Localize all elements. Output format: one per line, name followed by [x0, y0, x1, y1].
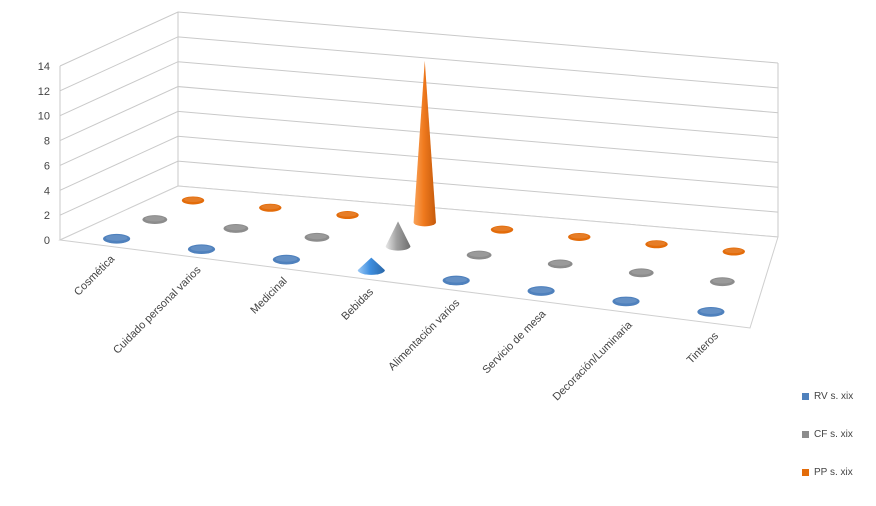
mark-pp-s-xix-tinteros — [722, 247, 745, 256]
x-tick-label-servicio-de-mesa: Servicio de mesa — [480, 308, 549, 377]
mark-cf-s-xix-servicio-de-mesa — [547, 259, 573, 269]
legend-swatch-cf — [802, 431, 809, 438]
mark-pp-s-xix-cosmetica — [181, 196, 205, 205]
legend-label-pp: PP s. xix — [814, 467, 853, 478]
mark-rv-s-xix-bebidas — [357, 257, 385, 275]
gridline-12 — [59, 36, 779, 92]
gridline-10 — [59, 61, 779, 117]
mark-pp-s-xix-medicinal — [336, 211, 359, 220]
mark-rv-s-xix-medicinal — [272, 254, 300, 265]
mark-rv-s-xix-alimentacion-varios — [442, 275, 470, 286]
legend-swatch-rv — [802, 393, 809, 400]
mark-rv-s-xix-tinteros — [697, 307, 725, 317]
mark-pp-s-xix-bebidas — [413, 60, 436, 227]
legend-item-cf: CF s. xix — [800, 429, 876, 468]
mark-pp-s-xix-alimentacion-varios — [490, 225, 514, 234]
mark-pp-s-xix-decoracion-luminaria — [645, 240, 668, 249]
legend-item-pp: PP s. xix — [800, 467, 876, 506]
mark-rv-s-xix-cosmetica — [103, 233, 131, 244]
legend: RV s. xix CF s. xix PP s. xix — [800, 391, 876, 506]
mark-rv-s-xix-servicio-de-mesa — [527, 286, 555, 296]
y-tick-label-0: 0 — [44, 235, 50, 247]
mark-rv-s-xix-decoracion-luminaria — [612, 296, 640, 307]
y-tick-label-8: 8 — [44, 136, 50, 148]
legend-swatch-pp — [802, 469, 809, 476]
mark-pp-s-xix-cuidado-personal-varios — [259, 203, 282, 212]
x-tick-label-tinteros: Tinteros — [685, 330, 722, 367]
mark-cf-s-xix-cosmetica — [142, 215, 168, 225]
y-axis-ticks: 0 2 4 6 8 10 12 14 — [38, 61, 50, 247]
x-tick-label-decoracion-luminaria: Decoración/Luminaria — [551, 319, 636, 404]
mark-cf-s-xix-cuidado-personal-varios — [223, 224, 249, 233]
gridline-8 — [59, 86, 779, 142]
mark-rv-s-xix-cuidado-personal-varios — [187, 244, 216, 255]
y-tick-label-2: 2 — [44, 210, 50, 222]
y-tick-label-12: 12 — [38, 86, 50, 98]
mark-pp-s-xix-servicio-de-mesa — [568, 232, 591, 241]
legend-label-cf: CF s. xix — [814, 429, 853, 440]
y-tick-label-14: 14 — [38, 61, 50, 73]
x-tick-label-alimentacion-varios: Alimentación varios — [386, 297, 462, 373]
mark-cf-s-xix-bebidas — [385, 221, 411, 251]
x-tick-label-cuidado-personal-varios: Cuidado personal varios — [111, 264, 204, 357]
x-tick-label-cosmetica: Cosmética — [72, 253, 118, 299]
y-tick-label-6: 6 — [44, 160, 50, 172]
gridlines — [59, 11, 779, 241]
mark-cf-s-xix-tinteros — [709, 277, 735, 287]
mark-cf-s-xix-medicinal — [304, 232, 330, 242]
y-tick-label-10: 10 — [38, 111, 50, 123]
chart-floor — [58, 185, 779, 329]
mark-cf-s-xix-decoracion-luminaria — [628, 268, 654, 278]
y-tick-label-4: 4 — [44, 185, 50, 197]
x-tick-label-medicinal: Medicinal — [248, 275, 289, 316]
legend-label-rv: RV s. xix — [814, 391, 854, 402]
gridline-14 — [59, 11, 779, 67]
floor-plane — [58, 185, 779, 329]
x-tick-label-bebidas: Bebidas — [339, 286, 376, 323]
data-marks — [103, 60, 745, 317]
legend-item-rv: RV s. xix — [800, 391, 876, 430]
mark-cf-s-xix-alimentacion-varios — [466, 250, 492, 260]
